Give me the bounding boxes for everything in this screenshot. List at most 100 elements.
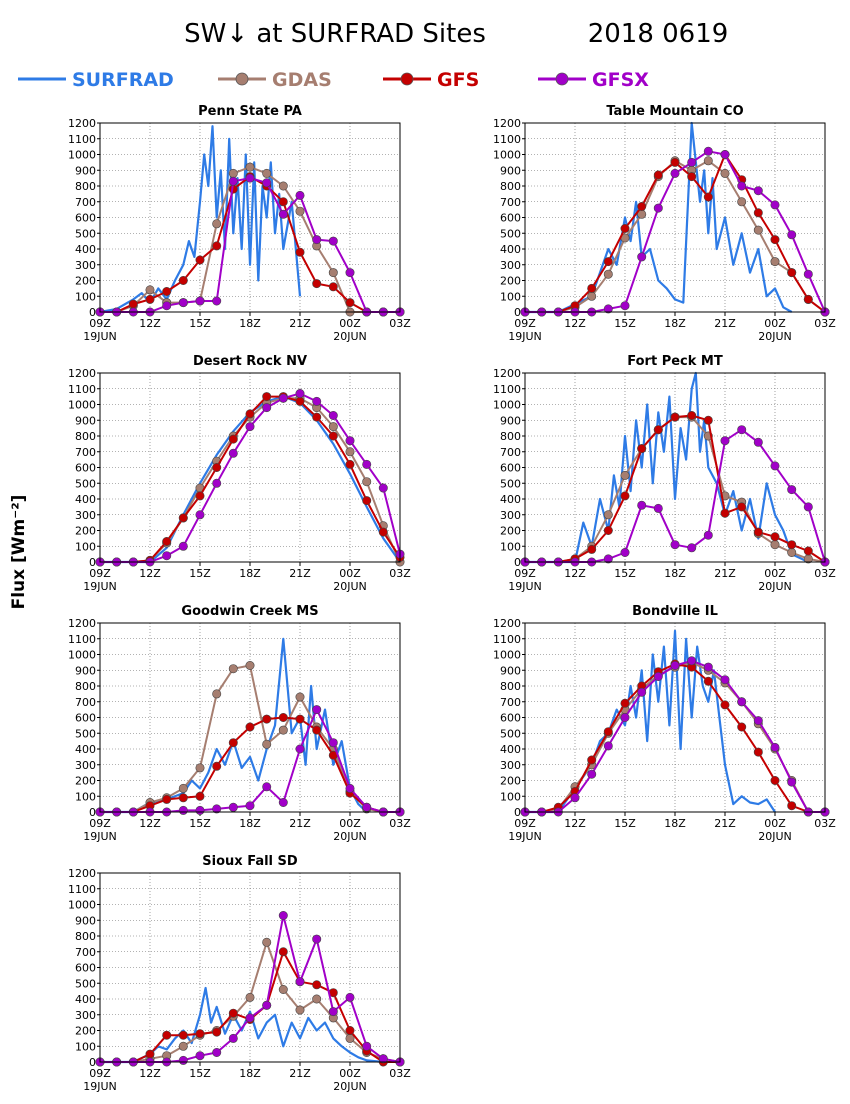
series-gfsx xyxy=(95,173,405,317)
data-point xyxy=(295,744,305,754)
y-tick-label: 1100 xyxy=(68,883,96,896)
data-point xyxy=(178,793,188,803)
x-tick-label: 21Z xyxy=(289,1067,311,1080)
y-tick-label: 600 xyxy=(500,712,521,725)
data-point xyxy=(670,157,680,167)
y-tick-label: 700 xyxy=(75,946,96,959)
data-point xyxy=(770,257,780,267)
data-point xyxy=(378,1054,388,1064)
data-point xyxy=(145,285,155,295)
x-tick-label: 12Z xyxy=(139,317,161,330)
y-tick-label: 900 xyxy=(75,914,96,927)
legend-label: GFS xyxy=(437,69,479,91)
data-point xyxy=(278,984,288,994)
data-point xyxy=(637,202,647,212)
data-point xyxy=(178,1055,188,1065)
data-point xyxy=(162,301,172,311)
data-point xyxy=(162,794,172,804)
y-tick-label: 700 xyxy=(500,196,521,209)
data-point xyxy=(228,802,238,812)
data-point xyxy=(345,1026,355,1036)
series-surfrad xyxy=(525,371,809,564)
x-tick-label: 18Z xyxy=(239,817,261,830)
data-point xyxy=(345,447,355,457)
legend-marker xyxy=(400,72,414,86)
data-point xyxy=(637,687,647,697)
y-tick-label: 0 xyxy=(514,556,521,569)
data-point xyxy=(787,547,797,557)
data-point xyxy=(587,283,597,293)
data-point xyxy=(753,437,763,447)
data-point xyxy=(653,503,663,513)
data-point xyxy=(345,459,355,469)
y-tick-label: 1100 xyxy=(68,133,96,146)
x-tick-label: 18Z xyxy=(239,1067,261,1080)
x-date-label: 20JUN xyxy=(333,330,367,343)
y-tick-label: 200 xyxy=(75,275,96,288)
data-point xyxy=(295,206,305,216)
data-point xyxy=(803,546,813,556)
data-point xyxy=(295,1005,305,1015)
panel-fort-peck-mt: Fort Peck MT 0 100 200 300 400 500 600 700 800 900… xyxy=(493,354,836,593)
data-point xyxy=(753,225,763,235)
series-gfsx xyxy=(520,656,830,817)
x-tick-label: 03Z xyxy=(389,317,411,330)
data-point xyxy=(228,664,238,674)
data-point xyxy=(737,502,747,512)
data-point xyxy=(278,947,288,957)
data-point xyxy=(228,168,238,178)
y-tick-label: 400 xyxy=(75,743,96,756)
data-point xyxy=(720,700,730,710)
data-point xyxy=(228,1033,238,1043)
legend-marker xyxy=(555,72,569,86)
panel-title: Penn State PA xyxy=(198,104,302,119)
data-point xyxy=(195,491,205,501)
x-tick-label: 03Z xyxy=(814,567,836,580)
data-point xyxy=(603,257,613,267)
x-tick-label: 18Z xyxy=(664,567,686,580)
data-point xyxy=(162,551,172,561)
data-point xyxy=(328,236,338,246)
data-point xyxy=(753,186,763,196)
x-tick-label: 15Z xyxy=(614,317,636,330)
y-tick-label: 800 xyxy=(75,430,96,443)
y-tick-label: 1000 xyxy=(493,399,521,412)
x-tick-label: 12Z xyxy=(139,1067,161,1080)
figure-title: SW↓ at SURFRAD Sites xyxy=(184,19,486,49)
data-point xyxy=(378,483,388,493)
data-point xyxy=(687,172,697,182)
data-point xyxy=(787,230,797,240)
data-point xyxy=(328,1007,338,1017)
y-tick-label: 1000 xyxy=(68,899,96,912)
x-tick-label: 00Z xyxy=(339,317,361,330)
data-point xyxy=(212,219,222,229)
x-tick-label: 21Z xyxy=(289,567,311,580)
data-point xyxy=(262,1000,272,1010)
x-tick-label: 09Z xyxy=(89,817,111,830)
y-tick-label: 700 xyxy=(500,696,521,709)
x-date-label: 19JUN xyxy=(508,830,542,843)
x-tick-label: 00Z xyxy=(764,567,786,580)
data-point xyxy=(770,235,780,245)
data-point xyxy=(770,540,780,550)
data-point xyxy=(603,727,613,737)
data-point xyxy=(620,491,630,501)
data-point xyxy=(620,698,630,708)
data-point xyxy=(245,992,255,1002)
y-tick-label: 800 xyxy=(75,680,96,693)
x-tick-label: 12Z xyxy=(139,817,161,830)
y-tick-label: 400 xyxy=(500,493,521,506)
data-point xyxy=(587,769,597,779)
y-tick-label: 700 xyxy=(75,446,96,459)
data-point xyxy=(653,425,663,435)
x-date-label: 19JUN xyxy=(83,830,117,843)
data-point xyxy=(587,755,597,765)
series-gfsx xyxy=(520,425,830,567)
x-tick-label: 09Z xyxy=(89,317,111,330)
y-tick-label: 800 xyxy=(500,430,521,443)
y-tick-label: 100 xyxy=(500,790,521,803)
x-tick-label: 18Z xyxy=(239,567,261,580)
data-point xyxy=(687,656,697,666)
data-point xyxy=(787,801,797,811)
y-tick-label: 1000 xyxy=(68,399,96,412)
